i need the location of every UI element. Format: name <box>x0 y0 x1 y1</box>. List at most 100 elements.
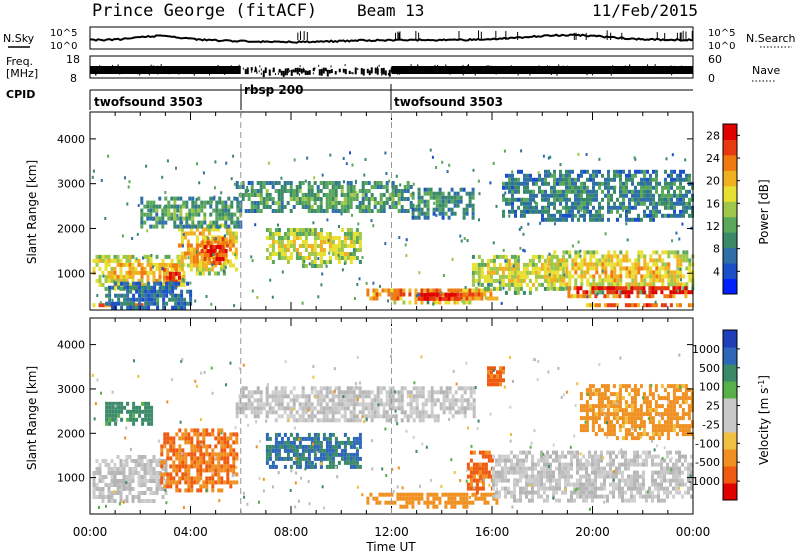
velocity-cell-r6 <box>513 498 516 503</box>
velocity-cell-r6 <box>510 470 513 475</box>
velocity-cell-r3 <box>355 402 359 407</box>
power-cell-r10 <box>507 274 511 279</box>
power-cell-r15 <box>532 189 535 194</box>
power-cell-r15 <box>631 173 634 178</box>
velocity-cell-r4 <box>405 496 409 501</box>
power-cell-r6 <box>367 181 371 185</box>
velocity-cell-r1 <box>196 432 200 437</box>
freq-label-2: [MHz] <box>6 67 38 80</box>
velocity-cell-r5 <box>484 474 488 479</box>
power-cell-r6 <box>385 185 389 189</box>
power-cell-r5 <box>292 228 296 232</box>
power-cell-r10 <box>537 254 541 259</box>
velocity-cell-r0 <box>146 463 150 467</box>
power-cell-r6 <box>271 185 275 189</box>
freq-band-dot <box>687 69 689 72</box>
velocity-cell-r2 <box>325 464 329 469</box>
velocity-cell-r2 <box>298 464 302 469</box>
power-cell-r5 <box>310 244 314 248</box>
velocity-cell-r2 <box>310 464 314 469</box>
power-cell-r10 <box>513 262 517 267</box>
power-cell-r6 <box>343 197 347 201</box>
power-cell-r11 <box>655 274 659 279</box>
freq-band-dot <box>543 69 545 72</box>
power-cell-r0 <box>98 274 102 279</box>
velocity-cell-r3 <box>304 418 308 423</box>
power-cell-r6 <box>394 201 398 205</box>
velocity-cell-r1 <box>214 468 218 473</box>
power-cell-r6 <box>334 201 338 205</box>
velocity-cell-r6 <box>549 454 552 459</box>
power-cell-r6 <box>346 205 350 209</box>
power-cell-r15 <box>541 205 544 210</box>
power-sparse-echo <box>301 301 304 305</box>
velocity-cell-r1 <box>214 436 218 441</box>
power-cell-r15 <box>688 213 691 218</box>
power-sparse-echo <box>405 238 408 242</box>
velocity-cell-r1 <box>196 468 200 473</box>
power-cell-r6 <box>376 209 380 213</box>
freq-band-dot <box>599 66 601 69</box>
velocity-cell-r0 <box>98 479 102 483</box>
power-cell-r11 <box>571 262 575 267</box>
velocity-cell-r3 <box>337 418 341 423</box>
freq-band-dot <box>150 64 152 67</box>
power-cell-r6 <box>292 189 296 193</box>
power-cell-r6 <box>292 205 296 209</box>
power-cell-r15 <box>559 189 562 194</box>
velocity-cell-r2 <box>295 432 299 437</box>
velocity-cell-r6 <box>564 462 567 467</box>
power-cell-r15 <box>679 181 682 186</box>
velocity-cell-r0 <box>116 491 120 495</box>
velocity-cell-r6 <box>516 466 519 471</box>
velocity-cell-r3 <box>256 386 260 391</box>
power-cell-r7 <box>456 203 460 208</box>
power-cell-r15 <box>565 189 568 194</box>
power-cell-r11 <box>613 278 617 283</box>
power-cell-r8 <box>441 292 445 297</box>
power-cell-r5 <box>319 260 323 264</box>
power-cell-r12 <box>624 286 628 291</box>
velocity-cell-r1 <box>226 476 230 481</box>
power-cell-r10 <box>510 270 514 275</box>
power-cell-r9 <box>432 296 436 301</box>
velocity-cell-r1 <box>214 480 218 485</box>
power-cell-r11 <box>607 250 611 255</box>
velocity-cell-r2 <box>316 456 320 461</box>
power-cell-r14 <box>161 224 165 229</box>
velocity-cell-r4 <box>459 500 463 505</box>
freq-band-dot <box>246 67 249 75</box>
velocity-cell-r2 <box>271 444 275 449</box>
velocity-cell-r2 <box>346 460 350 465</box>
power-cell-r15 <box>592 185 595 190</box>
power-cell-r5 <box>322 252 326 256</box>
velocity-cell-r3 <box>337 410 341 415</box>
power-cell-r3 <box>177 263 181 268</box>
power-cell-r14 <box>164 204 168 209</box>
velocity-cell-r3 <box>328 410 332 415</box>
power-cell-r11 <box>625 250 629 255</box>
velocity-cell-r6 <box>585 474 588 479</box>
velocity-cell-r0 <box>134 463 138 467</box>
velocity-cell-r1 <box>184 488 188 493</box>
power-cell-r2 <box>177 271 181 276</box>
velocity-cell-r3 <box>325 410 329 415</box>
power-cell-r7 <box>459 187 463 192</box>
velocity-cell-r2 <box>274 448 278 453</box>
power-cell-r10 <box>516 278 520 283</box>
freq-band-dot <box>370 67 373 74</box>
velocity-cell-r2 <box>322 448 326 453</box>
velocity-cell-r6 <box>537 494 540 499</box>
velocity-cell-r2 <box>337 440 341 445</box>
velocity-cell-r3 <box>367 406 371 411</box>
velocity-cell-r3 <box>238 398 242 403</box>
power-cell-r11 <box>547 262 551 267</box>
velocity-cell-r0 <box>137 459 141 463</box>
power-cell-r15 <box>643 177 646 182</box>
power-cell-r15 <box>616 209 619 214</box>
velocity-cell-r3 <box>271 398 275 403</box>
velocity-cell-r3 <box>439 406 443 411</box>
power-cell-r3 <box>189 251 193 256</box>
velocity-cell-r6 <box>588 478 591 483</box>
power-cell-r6 <box>340 185 344 189</box>
